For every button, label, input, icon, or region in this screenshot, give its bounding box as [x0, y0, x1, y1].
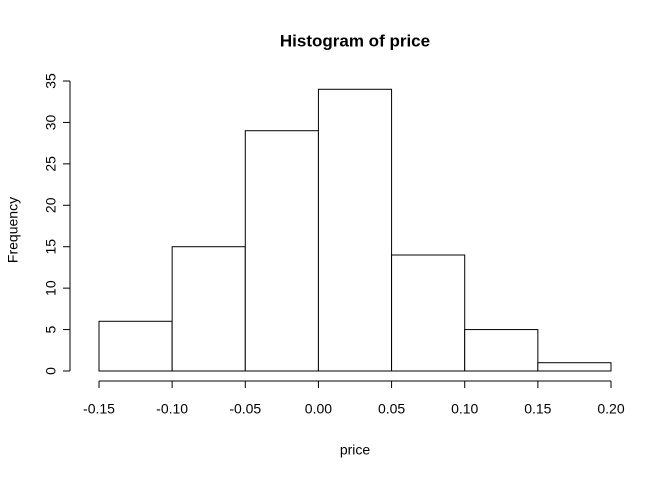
x-tick-label: -0.10	[156, 401, 188, 417]
x-tick-label: 0.10	[451, 401, 478, 417]
x-tick-label: 0.00	[305, 401, 332, 417]
y-tick-label: 15	[43, 239, 59, 255]
y-tick-label: 30	[43, 114, 59, 130]
y-tick-label: 0	[43, 367, 59, 375]
bar	[98, 320, 173, 372]
bar	[537, 362, 612, 372]
y-axis-label: Frequency	[5, 197, 21, 263]
bar	[317, 88, 393, 372]
x-tick-label: -0.05	[229, 401, 261, 417]
y-tick-label: 20	[43, 197, 59, 213]
x-tick-label: 0.20	[597, 401, 624, 417]
bar	[391, 254, 466, 372]
y-tick-label: 10	[43, 280, 59, 296]
x-tick-label: 0.05	[378, 401, 405, 417]
x-axis-label: price	[340, 442, 371, 458]
x-tick-label: -0.15	[83, 401, 115, 417]
y-tick-label: 5	[43, 325, 59, 333]
x-tick-label: 0.15	[524, 401, 551, 417]
bar	[244, 130, 319, 372]
y-tick-label: 25	[43, 156, 59, 172]
bar	[171, 246, 246, 372]
chart-title: Histogram of price	[280, 31, 430, 50]
bar	[464, 329, 539, 372]
y-tick-label: 35	[43, 73, 59, 89]
